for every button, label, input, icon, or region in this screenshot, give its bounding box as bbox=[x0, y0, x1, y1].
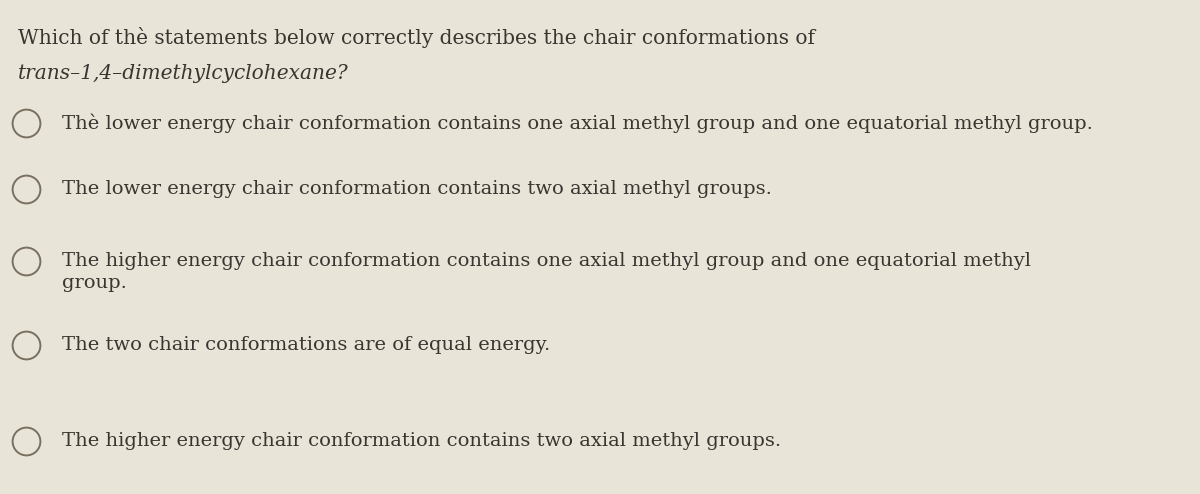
Text: The higher energy chair conformation contains one axial methyl group and one equ: The higher energy chair conformation con… bbox=[62, 252, 1032, 292]
Text: Which of thè statements below correctly describes the chair conformations of: Which of thè statements below correctly … bbox=[18, 27, 815, 48]
Text: The lower energy chair conformation contains two axial methyl groups.: The lower energy chair conformation cont… bbox=[62, 180, 773, 198]
Text: Thè lower energy chair conformation contains one axial methyl group and one equa: Thè lower energy chair conformation cont… bbox=[62, 114, 1093, 133]
Text: The two chair conformations are of equal energy.: The two chair conformations are of equal… bbox=[62, 336, 551, 354]
Text: The higher energy chair conformation contains two axial methyl groups.: The higher energy chair conformation con… bbox=[62, 432, 781, 450]
Text: trans–1,4–dimethylcyclohexane?: trans–1,4–dimethylcyclohexane? bbox=[18, 64, 349, 83]
